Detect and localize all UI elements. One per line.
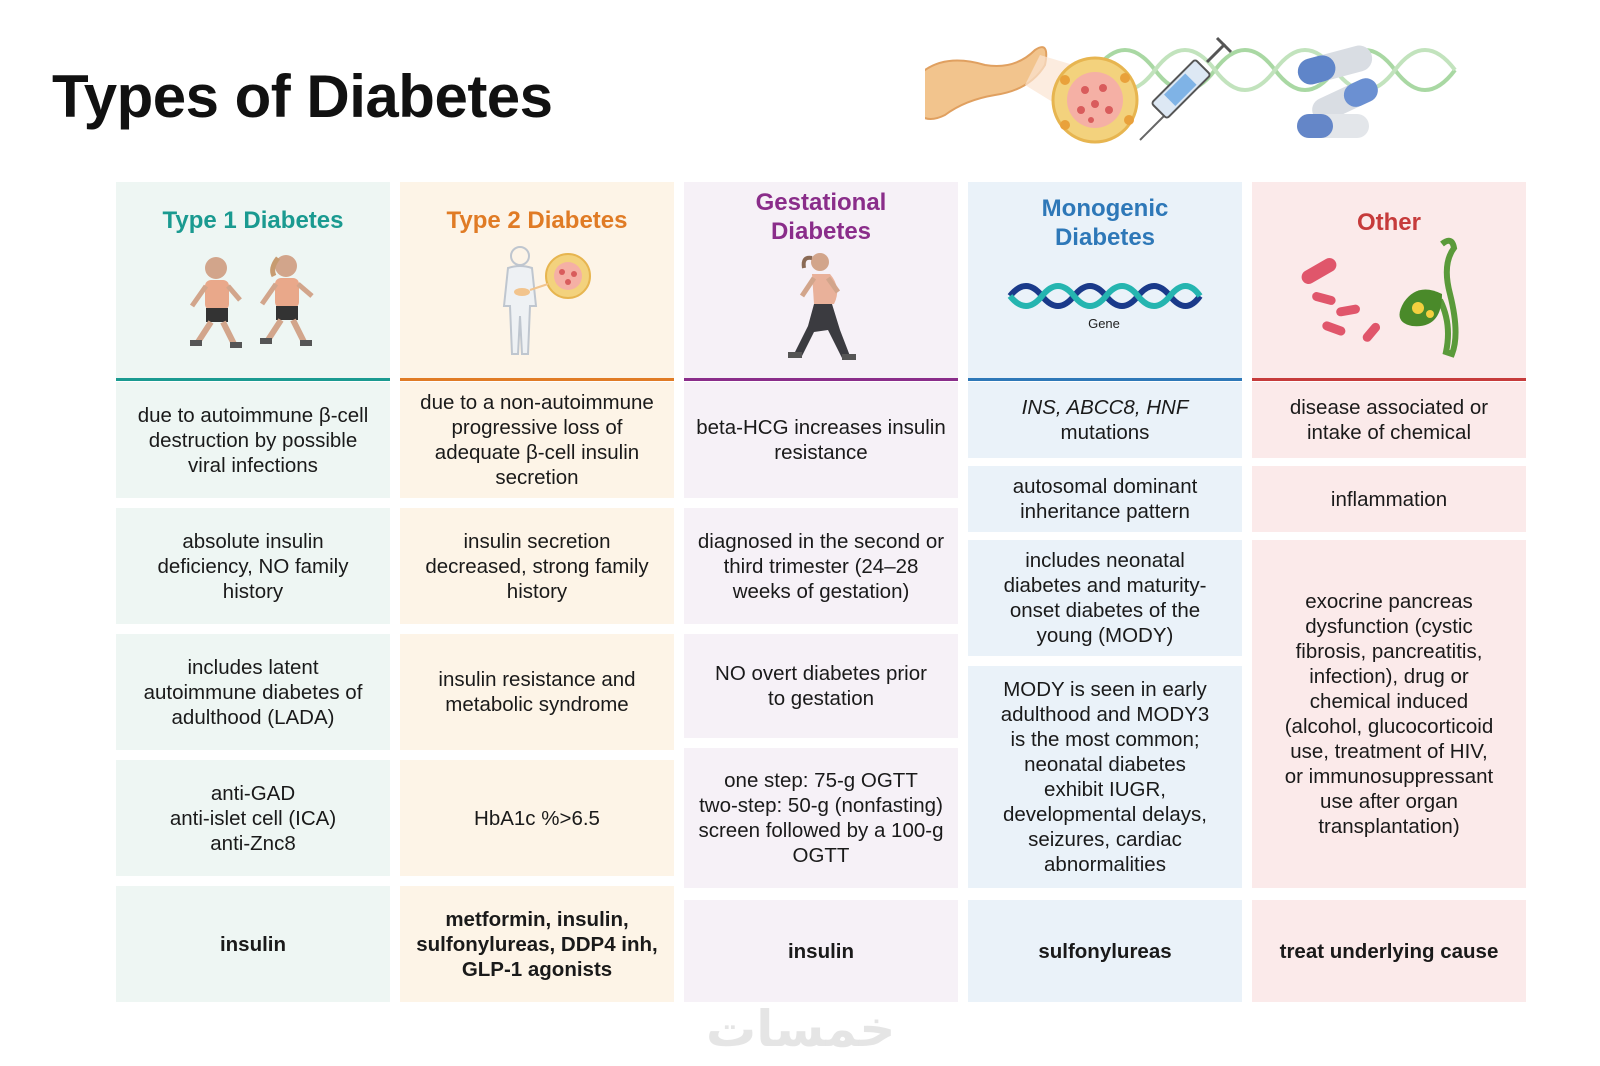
watermark: خمسات xyxy=(706,1000,896,1058)
cell-mono-inheritance: autosomal dominant inheritance pattern xyxy=(968,466,1242,532)
gene-label: Gene xyxy=(1088,316,1120,331)
syringe-icon xyxy=(1139,36,1233,141)
cell-gest-no-overt: NO overt diabetes prior to gestation xyxy=(684,634,958,738)
cell-type2-cause: due to a non-autoimmune progressive loss … xyxy=(400,382,674,498)
running-children-icon xyxy=(189,255,314,348)
cell-type2-treatment: metformin, insulin, sulfonylureas, DDP4 i… xyxy=(400,886,674,1002)
gene-dna-icon: Gene xyxy=(1007,283,1203,331)
cell-mono-mutations: INS, ABCC8, HNF mutations xyxy=(968,382,1242,458)
islet-cell-icon xyxy=(1051,56,1139,144)
cell-gest-ogtt: one step: 75-g OGTT two-step: 50-g (nonfa… xyxy=(684,748,958,888)
pills-icon xyxy=(1297,45,1378,138)
cell-type2-secretion: insulin secretion decreased, strong famil… xyxy=(400,508,674,624)
cell-type2-resistance: insulin resistance and metabolic syndrome xyxy=(400,634,674,750)
cell-type1-antibodies: anti-GAD anti-islet cell (ICA) anti-Znc8 xyxy=(116,760,390,876)
bacteria-icon xyxy=(1301,258,1381,342)
cell-type1-treatment: insulin xyxy=(116,886,390,1002)
column-title: Monogenic Diabetes xyxy=(1041,195,1169,251)
cell-type2-hba1c: HbA1c %>6.5 xyxy=(400,760,674,876)
column-title: Gestational Diabetes xyxy=(755,189,887,245)
cell-mono-mody: MODY is seen in early adulthood and MODY3… xyxy=(968,666,1242,888)
dna-strand-icon xyxy=(1093,48,1457,92)
cell-other-cause: disease associated or intake of chemical xyxy=(1252,382,1526,458)
column-title: Type 1 Diabetes xyxy=(162,207,344,234)
header-monogenic: Monogenic Diabetes Gene xyxy=(968,182,1242,381)
bacteria-gallbladder-icon xyxy=(1301,237,1459,358)
cell-other-inflammation: inflammation xyxy=(1252,466,1526,532)
header-other: Other xyxy=(1252,182,1526,381)
pregnant-woman-walking-icon xyxy=(788,253,856,360)
cell-gest-cause: beta-HCG increases insulin resistance xyxy=(684,382,958,498)
header-gestational: Gestational Diabetes xyxy=(684,182,958,381)
cell-type1-lada: includes latent autoimmune diabetes of adu… xyxy=(116,634,390,750)
column-title: Other xyxy=(1356,209,1421,236)
body-pancreas-icon xyxy=(502,246,591,355)
cell-other-treatment: treat underlying cause xyxy=(1252,900,1526,1002)
cell-mono-treatment: sulfonylureas xyxy=(968,900,1242,1002)
cell-type1-deficiency: absolute insulin deficiency, NO family his… xyxy=(116,508,390,624)
gallbladder-icon xyxy=(1399,237,1459,358)
header-type1: Type 1 Diabetes xyxy=(116,182,390,381)
hero-illustration xyxy=(925,36,1457,144)
cell-mono-includes: includes neonatal diabetes and maturity-o… xyxy=(968,540,1242,656)
page-title: Types of Diabetes xyxy=(52,63,553,130)
column-title: Type 2 Diabetes xyxy=(446,207,628,234)
cell-type1-cause: due to autoimmune β-cell destruction by p… xyxy=(116,382,390,498)
header-type2: Type 2 Diabetes xyxy=(400,182,674,381)
cell-other-exocrine: exocrine pancreas dysfunction (cystic fibr… xyxy=(1252,540,1526,888)
cell-gest-diagnosis-time: diagnosed in the second or third trimeste… xyxy=(684,508,958,624)
cell-gest-treatment: insulin xyxy=(684,900,958,1002)
